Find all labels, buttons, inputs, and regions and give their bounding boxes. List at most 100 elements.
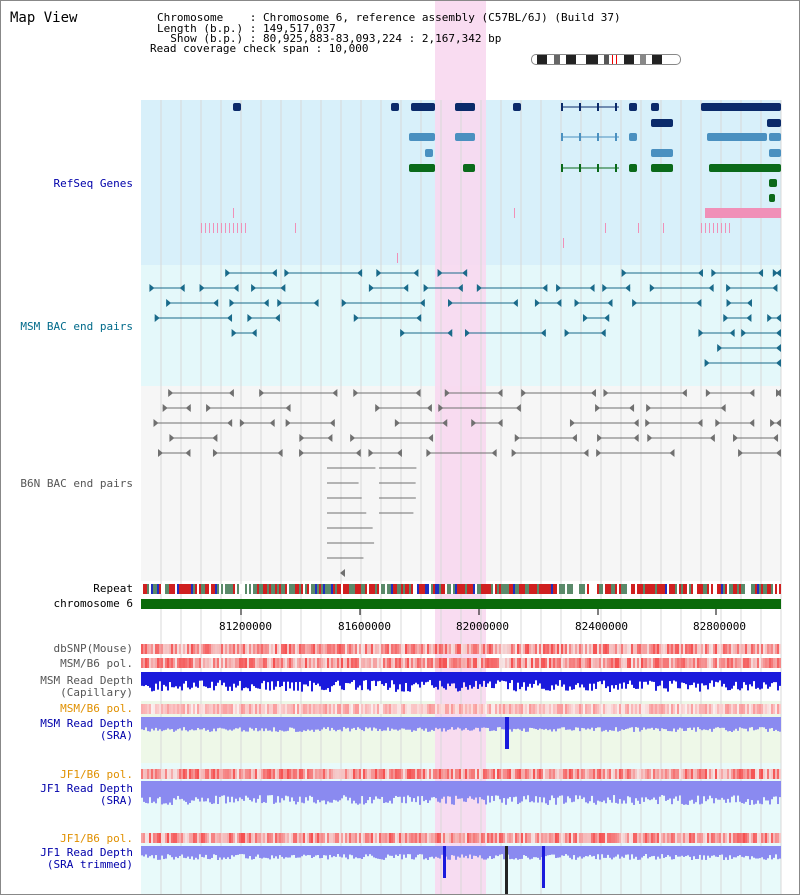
bac-end-marker xyxy=(447,329,453,337)
read-depth-bar xyxy=(479,672,481,685)
polymorphism-cell xyxy=(167,769,169,779)
polymorphism-cell xyxy=(305,769,307,779)
polymorphism-cell xyxy=(481,658,483,668)
polymorphism-cell xyxy=(717,644,719,654)
repeat-element xyxy=(343,584,345,594)
repeat-element xyxy=(695,584,697,594)
polymorphism-cell xyxy=(437,704,439,714)
polymorphism-cell xyxy=(749,644,751,654)
snp-tick xyxy=(779,208,780,218)
polymorphism-cell xyxy=(199,833,201,843)
polymorphism-cell xyxy=(595,658,597,668)
snp-tick xyxy=(729,223,730,233)
polymorphism-cell xyxy=(233,644,235,654)
repeat-element xyxy=(307,584,309,594)
read-depth-bar xyxy=(329,717,331,731)
read-depth-bar xyxy=(249,846,251,857)
polymorphism-cell xyxy=(157,644,159,654)
read-depth-bar xyxy=(499,781,501,800)
polymorphism-cell xyxy=(773,704,775,714)
polymorphism-cell xyxy=(575,704,577,714)
polymorphism-cell xyxy=(645,704,647,714)
read-depth-bar xyxy=(743,672,745,683)
polymorphism-cell xyxy=(375,644,377,654)
repeat-element xyxy=(631,584,633,594)
polymorphism-cell xyxy=(353,833,355,843)
polymorphism-cell xyxy=(183,833,185,843)
bac-end-marker xyxy=(168,389,174,397)
polymorphism-cell xyxy=(333,833,335,843)
polymorphism-cell xyxy=(241,769,243,779)
polymorphism-cell xyxy=(529,769,531,779)
polymorphism-cell xyxy=(233,833,235,843)
polymorphism-cell xyxy=(625,833,627,843)
repeat-element xyxy=(677,584,679,594)
polymorphism-cell xyxy=(449,833,451,843)
polymorphism-cell xyxy=(503,833,505,843)
read-depth-bar xyxy=(293,781,295,802)
polymorphism-cell xyxy=(619,833,621,843)
read-depth-bar xyxy=(587,846,589,857)
read-depth-bar xyxy=(695,672,697,688)
read-depth-bar xyxy=(607,781,609,798)
polymorphism-cell xyxy=(451,704,453,714)
polymorphism-cell xyxy=(735,658,737,668)
gene-block xyxy=(701,103,781,111)
polymorphism-cell xyxy=(473,704,475,714)
polymorphism-cell xyxy=(753,704,755,714)
read-depth-bar xyxy=(141,672,143,686)
read-depth-bar xyxy=(207,781,209,799)
polymorphism-cell xyxy=(735,833,737,843)
polymorphism-cell xyxy=(667,658,669,668)
repeat-element xyxy=(499,584,501,594)
read-depth-bar xyxy=(585,672,587,691)
chromosome-ideogram[interactable] xyxy=(531,54,681,65)
read-depth-bar xyxy=(375,846,377,859)
read-depth-bar xyxy=(493,672,495,689)
read-depth-bar xyxy=(565,672,567,691)
read-depth-bar xyxy=(511,781,513,802)
polymorphism-cell xyxy=(281,644,283,654)
polymorphism-cell xyxy=(531,644,533,654)
polymorphism-cell xyxy=(277,769,279,779)
read-depth-bar xyxy=(317,717,319,730)
polymorphism-cell xyxy=(539,833,541,843)
bac-end-marker xyxy=(770,419,776,427)
polymorphism-cell xyxy=(317,658,319,668)
read-depth-bar xyxy=(703,672,705,686)
read-depth-bar xyxy=(561,846,563,856)
polymorphism-cell xyxy=(205,769,207,779)
bac-end-marker xyxy=(497,419,503,427)
polymorphism-cell xyxy=(505,833,507,843)
polymorphism-cell xyxy=(223,704,225,714)
read-depth-bar xyxy=(603,781,605,801)
polymorphism-cell xyxy=(405,704,407,714)
read-depth-bar xyxy=(319,846,321,859)
snp-tick xyxy=(721,223,722,233)
read-depth-bar xyxy=(247,717,249,732)
read-depth-bar xyxy=(563,781,565,804)
repeat-element xyxy=(735,584,737,594)
snp-tick xyxy=(663,223,664,233)
gene-block xyxy=(455,133,475,141)
polymorphism-cell xyxy=(463,658,465,668)
polymorphism-cell xyxy=(337,833,339,843)
read-depth-bar xyxy=(677,781,679,801)
read-depth-bar xyxy=(567,781,569,797)
read-depth-bar xyxy=(387,672,389,690)
read-depth-bar xyxy=(143,846,145,857)
repeat-element xyxy=(205,584,207,594)
read-depth-bar xyxy=(623,781,625,801)
polymorphism-cell xyxy=(203,769,205,779)
repeat-label: Repeat xyxy=(93,582,133,595)
read-depth-bar xyxy=(617,781,619,804)
read-depth-bar xyxy=(249,781,251,800)
polymorphism-cell xyxy=(289,769,291,779)
read-depth-bar xyxy=(243,672,245,689)
snp-tick xyxy=(717,208,718,218)
polymorphism-cell xyxy=(711,644,713,654)
polymorphism-cell xyxy=(595,769,597,779)
polymorphism-cell xyxy=(261,658,263,668)
polymorphism-cell xyxy=(191,658,193,668)
repeat-element xyxy=(421,584,423,594)
